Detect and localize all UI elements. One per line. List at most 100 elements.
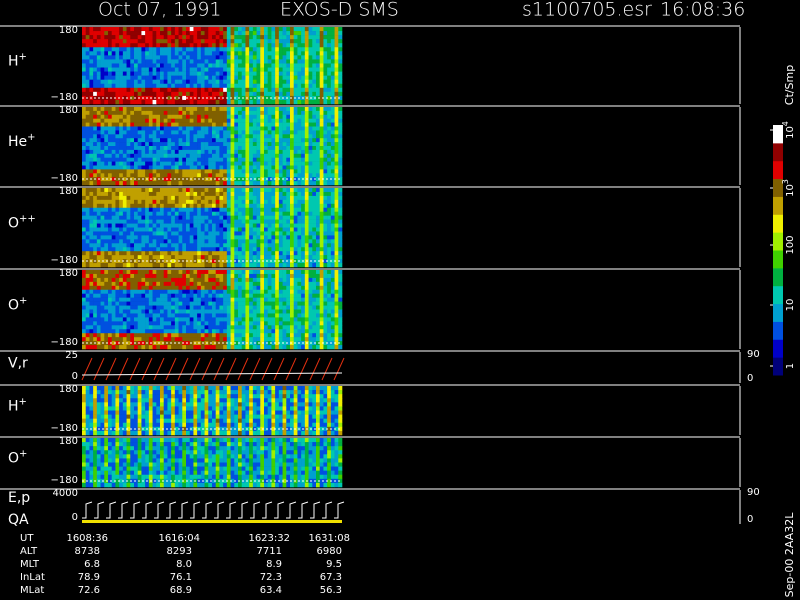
- cell: [271, 110, 276, 116]
- cell: [100, 134, 105, 139]
- cell: [89, 43, 94, 48]
- cell: [160, 247, 165, 252]
- cell: [215, 223, 220, 228]
- cell: [160, 297, 165, 302]
- cell: [171, 153, 176, 158]
- cell: [122, 313, 127, 318]
- cell: [215, 215, 220, 220]
- cell: [122, 91, 127, 97]
- cell: [208, 211, 213, 216]
- cell: [327, 191, 332, 197]
- cell: [145, 126, 150, 131]
- cell: [126, 99, 131, 105]
- cell: [100, 329, 105, 334]
- cell: [293, 107, 298, 112]
- cell: [104, 325, 109, 330]
- cell: [126, 309, 131, 314]
- cell: [156, 114, 161, 119]
- cell: [267, 59, 272, 64]
- cell: [330, 138, 335, 143]
- cell: [264, 107, 269, 112]
- cell: [212, 43, 217, 48]
- cell: [271, 181, 276, 186]
- cell: [85, 191, 90, 197]
- cell: [134, 188, 139, 193]
- cell: [160, 207, 165, 212]
- cell: [193, 55, 198, 60]
- cell: [171, 138, 176, 143]
- cell: [178, 181, 183, 186]
- cell: [204, 285, 209, 291]
- cell: [301, 165, 306, 170]
- cell: [290, 165, 295, 170]
- cell: [96, 297, 101, 302]
- cell: [156, 39, 161, 44]
- cell: [137, 195, 142, 201]
- cell: [115, 231, 120, 236]
- cell: [286, 146, 291, 151]
- cell: [111, 309, 116, 314]
- cell: [286, 99, 291, 105]
- cell: [89, 107, 94, 112]
- cell: [215, 289, 220, 294]
- cell: [115, 227, 120, 232]
- cell: [104, 305, 109, 310]
- cell: [234, 273, 239, 279]
- cell: [290, 157, 295, 162]
- cell: [141, 153, 146, 158]
- cell: [293, 43, 298, 48]
- cell: [93, 195, 98, 201]
- cell: [160, 219, 165, 224]
- cell: [297, 43, 302, 48]
- cell: [290, 207, 295, 212]
- cell: [115, 99, 120, 105]
- cell: [286, 134, 291, 139]
- cell: [122, 114, 127, 119]
- cell: [249, 231, 254, 236]
- cell: [115, 297, 120, 302]
- cell: [82, 188, 87, 193]
- cell: [316, 211, 321, 216]
- cell: [134, 337, 139, 342]
- cell: [264, 35, 269, 40]
- cell: [163, 219, 168, 224]
- cell: [334, 51, 339, 56]
- cell: [330, 247, 335, 252]
- cell: [256, 146, 261, 151]
- cell: [167, 118, 172, 123]
- cell: [174, 67, 179, 72]
- cell: [89, 337, 94, 342]
- cell: [100, 67, 105, 72]
- cell: [249, 181, 254, 186]
- cell: [252, 235, 257, 240]
- cell: [186, 35, 191, 40]
- cell: [212, 195, 217, 201]
- cell: [141, 223, 146, 228]
- cell: [290, 215, 295, 220]
- cell: [327, 35, 332, 40]
- cell: [160, 122, 165, 127]
- cell: [234, 231, 239, 236]
- cell: [219, 293, 224, 298]
- cell: [226, 71, 231, 76]
- cell: [156, 333, 161, 338]
- cell: [122, 301, 127, 306]
- cell: [141, 75, 146, 80]
- cell: [238, 337, 243, 342]
- cell: [264, 87, 269, 93]
- cell: [204, 118, 209, 123]
- cell: [330, 255, 335, 260]
- cell: [148, 31, 153, 36]
- cell: [108, 313, 113, 318]
- cell: [241, 87, 246, 93]
- cell: [308, 59, 313, 64]
- cell: [204, 247, 209, 252]
- cell: [286, 165, 291, 170]
- cell: [226, 79, 231, 85]
- cell: [278, 255, 283, 260]
- cell: [126, 51, 131, 56]
- cell: [234, 55, 239, 60]
- cell: [249, 251, 254, 256]
- cell: [126, 215, 131, 220]
- cell: [89, 203, 94, 209]
